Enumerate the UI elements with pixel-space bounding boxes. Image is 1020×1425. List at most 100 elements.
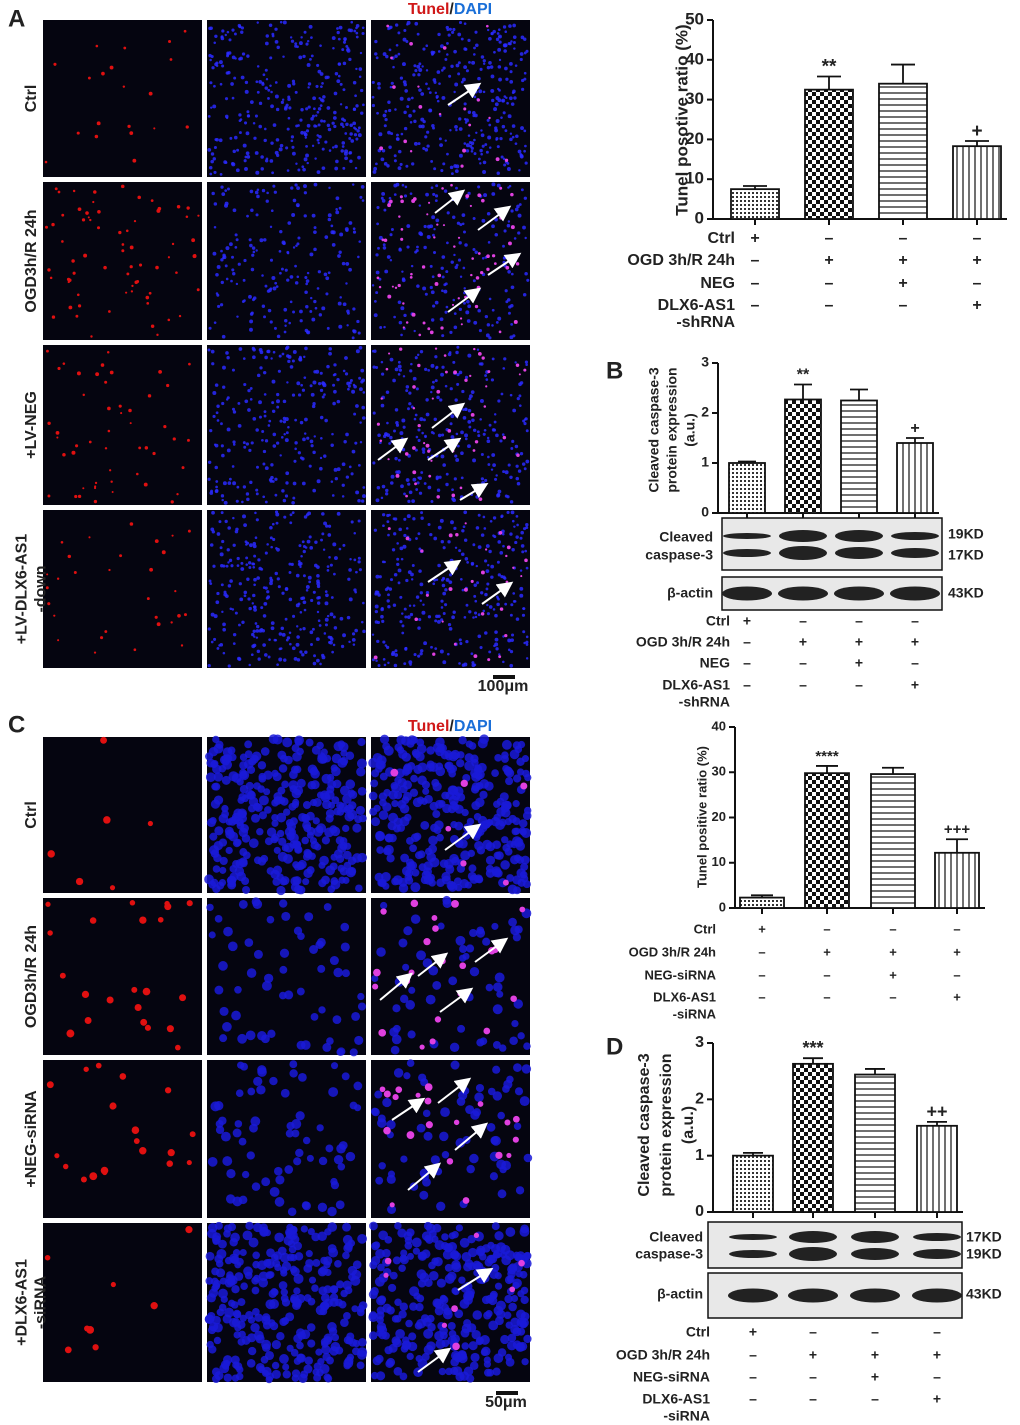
- nucleus: [305, 153, 309, 158]
- nucleus: [381, 560, 385, 564]
- nucleus: [401, 624, 405, 628]
- nucleus: [278, 250, 282, 253]
- nucleus: [373, 313, 378, 318]
- nucleus: [433, 167, 437, 171]
- nucleus: [509, 500, 514, 504]
- nucleus: [323, 272, 328, 277]
- nucleus: [215, 740, 224, 749]
- tunel-spot: [486, 267, 490, 272]
- tunel-spot: [463, 587, 468, 592]
- blot-label: Cleaved: [649, 1229, 703, 1245]
- nucleus: [377, 1325, 385, 1333]
- nucleus: [394, 743, 403, 752]
- nucleus: [405, 385, 410, 389]
- nucleus: [313, 299, 317, 304]
- nucleus: [261, 1369, 269, 1377]
- nucleus: [248, 448, 252, 453]
- nucleus: [452, 298, 456, 302]
- nucleus: [328, 556, 331, 559]
- nucleus: [521, 550, 525, 554]
- nucleus: [252, 593, 256, 598]
- nucleus: [343, 1336, 352, 1345]
- tunel-spot: [183, 613, 187, 617]
- nucleus: [304, 275, 308, 280]
- nucleus: [497, 65, 502, 69]
- nucleus: [302, 574, 306, 578]
- nucleus: [333, 626, 338, 630]
- tunel-spot: [512, 1136, 519, 1143]
- nucleus: [293, 656, 298, 661]
- tunel-spot: [388, 199, 393, 204]
- nucleus: [444, 282, 448, 286]
- nucleus: [222, 365, 226, 370]
- tunel-spot: [399, 347, 403, 351]
- cells: [207, 345, 366, 505]
- nucleus: [210, 527, 215, 532]
- nucleus: [327, 271, 331, 275]
- treatment-label: OGD 3h/R 24h: [629, 944, 716, 959]
- nucleus: [406, 1228, 415, 1237]
- nucleus: [216, 1308, 225, 1317]
- nucleus: [234, 32, 237, 36]
- nucleus: [440, 1107, 450, 1118]
- nucleus: [507, 1340, 517, 1351]
- nucleus: [293, 926, 303, 935]
- nucleus: [352, 121, 357, 126]
- nucleus: [494, 102, 499, 107]
- nucleus: [453, 325, 458, 330]
- nucleus: [279, 948, 290, 958]
- nucleus: [459, 641, 463, 646]
- nucleus: [495, 647, 499, 651]
- nucleus: [232, 1309, 242, 1319]
- tunel-spot: [89, 218, 92, 222]
- nucleus: [342, 850, 352, 860]
- nucleus: [508, 24, 512, 28]
- nucleus: [373, 299, 377, 303]
- nucleus: [331, 753, 342, 764]
- nucleus: [416, 481, 420, 485]
- nucleus: [341, 1072, 350, 1081]
- nucleus: [210, 106, 213, 109]
- nucleus: [335, 1200, 345, 1210]
- nucleus: [502, 1085, 510, 1093]
- nucleus: [510, 102, 515, 106]
- arrow: [427, 437, 462, 461]
- tunel-spot: [404, 452, 409, 456]
- nucleus: [474, 764, 483, 773]
- nucleus: [498, 77, 502, 82]
- treatment-sign: –: [799, 677, 807, 693]
- nucleus: [501, 124, 506, 129]
- nucleus: [502, 470, 506, 474]
- nucleus: [294, 90, 298, 94]
- nucleus: [352, 1347, 360, 1356]
- treatment-label: OGD 3h/R 24h: [627, 252, 735, 269]
- nucleus: [511, 548, 515, 552]
- nucleus: [254, 536, 258, 540]
- treatment-sign: +: [809, 1347, 817, 1363]
- nucleus: [325, 524, 329, 528]
- nucleus: [228, 941, 238, 952]
- nucleus: [473, 46, 476, 50]
- treatment-label: OGD 3h/R 24h: [616, 1347, 710, 1363]
- row-label: +LV-NEG: [23, 391, 40, 459]
- tunel-spot: [178, 314, 182, 318]
- nucleus: [409, 788, 419, 797]
- nucleus: [428, 91, 432, 94]
- tunel-spot: [486, 254, 490, 259]
- nucleus: [473, 583, 477, 587]
- nucleus: [380, 403, 385, 408]
- nucleus: [357, 126, 361, 130]
- nucleus: [514, 207, 519, 212]
- tunel-spot: [158, 369, 162, 374]
- nucleus: [264, 68, 268, 72]
- nucleus: [436, 833, 444, 842]
- nucleus: [492, 463, 496, 468]
- nucleus: [293, 1287, 301, 1295]
- nucleus: [437, 525, 442, 530]
- nucleus: [296, 625, 299, 628]
- nucleus: [348, 57, 352, 62]
- tunel-spot: [414, 482, 418, 486]
- nucleus: [290, 39, 295, 43]
- nucleus: [291, 145, 295, 149]
- nucleus: [281, 1261, 292, 1271]
